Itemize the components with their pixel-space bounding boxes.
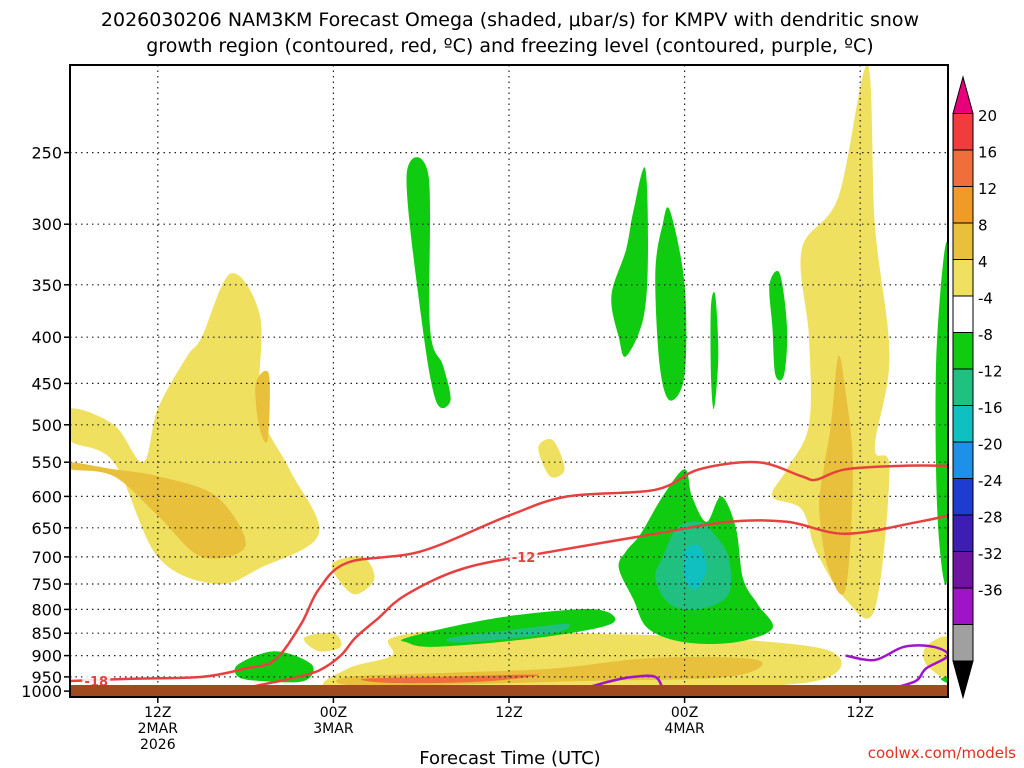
colorbar-segment — [952, 368, 974, 406]
colorbar-segment — [952, 587, 974, 625]
omega-region — [255, 370, 270, 443]
colorbar-segment — [952, 405, 974, 443]
omega-region — [769, 270, 788, 381]
x-tick-label: 00Z — [671, 705, 698, 721]
y-tick-label: 1000 — [21, 682, 62, 701]
y-tick-label: 300 — [31, 215, 62, 234]
y-tick-label: 350 — [31, 276, 62, 295]
x-tick-label: 3MAR — [313, 721, 354, 737]
contour-label-bg — [509, 548, 538, 565]
colorbar-tick-label: -20 — [978, 436, 1003, 454]
colorbar-segment — [952, 186, 974, 224]
plot-area: -12-18 — [70, 65, 948, 697]
dgz-contour — [215, 514, 948, 697]
colorbar-tick-label: 16 — [978, 144, 997, 162]
y-tick-label: 700 — [31, 548, 62, 567]
x-tick-label: 12Z — [846, 705, 873, 721]
colorbar-tick-label: -32 — [978, 545, 1003, 563]
colorbar-tick-label: -4 — [978, 290, 993, 308]
omega-region — [406, 157, 451, 409]
omega-region — [611, 167, 649, 357]
y-tick-label: 800 — [31, 600, 62, 619]
y-tick-label: 450 — [31, 374, 62, 393]
colorbar-tick-label: 8 — [978, 217, 988, 235]
y-tick-label: 600 — [31, 487, 62, 506]
y-tick-label: 400 — [31, 328, 62, 347]
omega-region — [538, 439, 565, 478]
omega-region — [303, 632, 342, 652]
x-axis-label: Forecast Time (UTC) — [419, 748, 600, 768]
colorbar: 20 16 12 8 4 -4 -8 -12 -16 -20 -24 -28 -32 -36 — [952, 75, 1003, 700]
omega-region — [655, 207, 687, 401]
x-tick-label: 12Z — [144, 705, 171, 721]
colorbar-tick-label: -8 — [978, 326, 993, 344]
chart-title-line1: 2026030206 NAM3KM Forecast Omega (shaded… — [101, 9, 919, 31]
y-tick-label: 850 — [31, 624, 62, 643]
y-tick-label: 550 — [31, 453, 62, 472]
colorbar-segment — [952, 551, 974, 589]
colorbar-tick-label: 12 — [978, 180, 997, 198]
omega-region — [940, 676, 948, 684]
colorbar-segment — [952, 624, 974, 662]
y-tick-label: 250 — [31, 144, 62, 163]
x-tick-label: 2026 — [140, 737, 176, 753]
chart-title-line2: growth region (contoured, red, ºC) and f… — [146, 35, 873, 57]
x-tick-label: 00Z — [320, 705, 347, 721]
temperature-contours: -12-18 — [70, 460, 948, 697]
omega-region — [446, 623, 570, 643]
x-tick-label: 12Z — [495, 705, 522, 721]
colorbar-segment — [952, 149, 974, 187]
ground-surface — [70, 685, 948, 697]
y-tick-label: 750 — [31, 575, 62, 594]
colorbar-tick-label: -36 — [978, 582, 1003, 600]
gridlines — [70, 65, 948, 697]
omega-region — [935, 242, 948, 585]
omega-region — [70, 462, 246, 559]
omega-region — [234, 651, 314, 683]
colorbar-tick-label: -12 — [978, 363, 1003, 381]
colorbar-segment — [952, 441, 974, 479]
x-tick-label: 2MAR — [138, 721, 179, 737]
omega-region — [70, 273, 320, 585]
colorbar-top-arrow — [952, 75, 974, 114]
colorbar-tick-label: -16 — [978, 399, 1003, 417]
colorbar-segment — [952, 259, 974, 297]
colorbar-tick-label: 20 — [978, 107, 997, 125]
colorbar-segment — [952, 332, 974, 370]
colorbar-segment — [952, 514, 974, 552]
colorbar-tick-label: -24 — [978, 472, 1003, 490]
y-tick-label: 900 — [31, 647, 62, 666]
colorbar-tick-label: 4 — [978, 253, 988, 271]
colorbar-segment — [952, 295, 974, 333]
freezing-level-contour — [581, 674, 664, 691]
y-tick-label: 950 — [31, 668, 62, 687]
credit-text: coolwx.com/models — [868, 744, 1016, 762]
x-tick-label: 4MAR — [664, 721, 705, 737]
colorbar-tick-label: -28 — [978, 509, 1003, 527]
omega-region — [710, 291, 719, 410]
y-tick-label: 650 — [31, 519, 62, 538]
dgz-contour — [70, 460, 948, 683]
colorbar-bottom-arrow — [952, 660, 974, 700]
contour-label: -12 — [512, 551, 536, 566]
colorbar-segment — [952, 222, 974, 260]
colorbar-segment — [952, 113, 974, 151]
colorbar-segment — [952, 478, 974, 516]
freezing-level-contour — [845, 644, 948, 691]
y-axis-ticks: 250 300 350 400 450 500 550 600 650 700 750 800 850 9… — [21, 144, 70, 701]
omega-region — [682, 544, 707, 590]
y-tick-label: 500 — [31, 416, 62, 435]
